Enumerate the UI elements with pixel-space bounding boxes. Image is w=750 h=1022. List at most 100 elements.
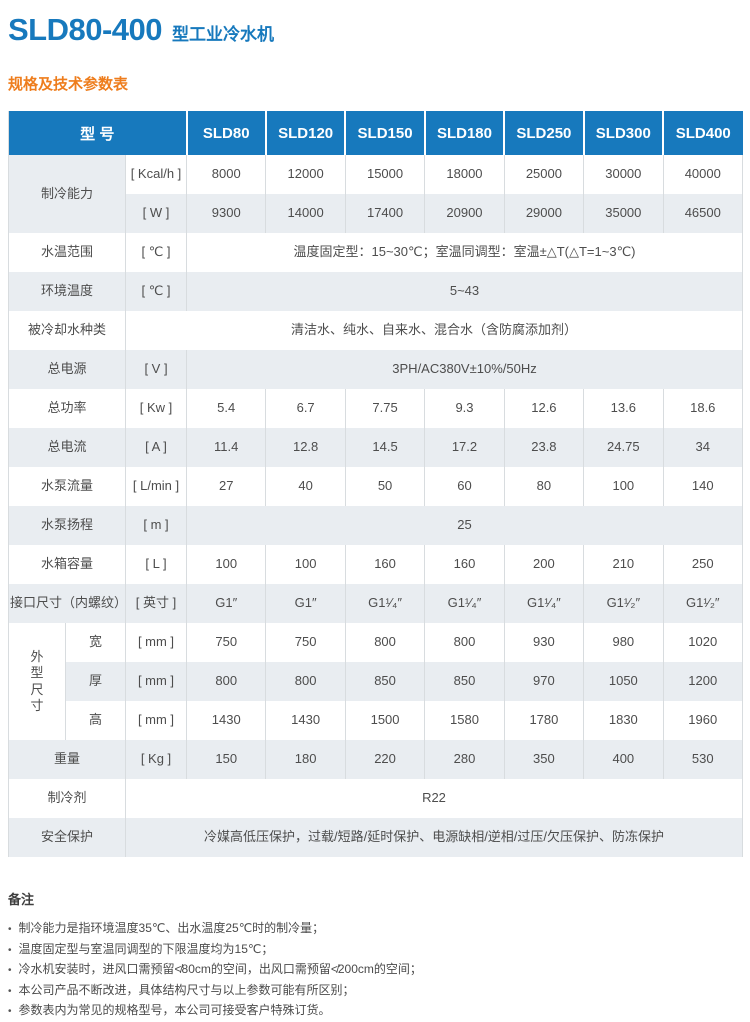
- value-cell: 800: [186, 662, 267, 701]
- value-cell: 60: [424, 467, 505, 506]
- product-type-title: 型工业冷水机: [172, 25, 275, 44]
- value-cell: 530: [663, 740, 744, 779]
- unit-cell: [ m ]: [125, 506, 187, 545]
- value-cell: 冷媒高低压保护，过载/短路/延时保护、电源缺相/逆相/过压/欠压保护、防冻保护: [125, 818, 743, 857]
- header-model: SLD250: [504, 111, 585, 155]
- header-model-label: 型 号: [8, 111, 188, 155]
- value-cell: 800: [345, 623, 426, 662]
- value-cell: 100: [186, 545, 267, 584]
- row-label: 总功率: [8, 389, 126, 428]
- value-cell: 1430: [265, 701, 346, 740]
- unit-cell: [ Kg ]: [125, 740, 187, 779]
- row-label: 制冷能力: [8, 155, 126, 233]
- value-cell: 3PH/AC380V±10%/50Hz: [186, 350, 743, 389]
- header-model: SLD150: [345, 111, 426, 155]
- bullet-icon: •: [8, 965, 12, 976]
- value-cell: 清洁水、纯水、自来水、混合水（含防腐添加剂）: [125, 311, 743, 350]
- value-cell: 7.75: [345, 389, 426, 428]
- row-total-current: 总电流 [ A ] 11.4 12.8 14.5 17.2 23.8 24.75…: [8, 428, 744, 467]
- value-cell: 160: [345, 545, 426, 584]
- unit-cell: [ A ]: [125, 428, 187, 467]
- row-label: 水温范围: [8, 233, 126, 272]
- notes-list: • 制冷能力是指环境温度35℃、出水温度25℃时的制冷量； • 温度固定型与室温同调…: [8, 919, 742, 1022]
- value-cell: 25000: [504, 155, 585, 194]
- row-dimension-height: 高 [ mm ] 1430 1430 1500 1580 1780 1830 1…: [9, 701, 744, 740]
- value-cell: 40: [265, 467, 346, 506]
- header-model: SLD180: [424, 111, 506, 155]
- row-connector-size: 接口尺寸（内螺纹） [ 英寸 ] G1″ G1″ G1¹⁄₄″ G1¹⁄₄″ G…: [8, 584, 744, 623]
- value-cell: 50: [345, 467, 426, 506]
- value-cell: G1¹⁄₂″: [663, 584, 744, 623]
- note-text: 冷水机安装时，进风口需预留≮80cm的空间，出风口需预留≮200cm的空间；: [18, 962, 422, 976]
- note-text: 制冷能力是指环境温度35℃、出水温度25℃时的制冷量；: [18, 921, 325, 935]
- value-cell: 12.6: [504, 389, 585, 428]
- value-cell: 温度固定型：15~30℃；室温同调型：室温±△T(△T=1~3℃): [186, 233, 743, 272]
- value-cell: 1780: [504, 701, 585, 740]
- bullet-icon: •: [8, 1006, 12, 1017]
- bullet-icon: •: [8, 944, 12, 956]
- value-cell: 800: [265, 662, 346, 701]
- value-cell: 25: [186, 506, 743, 545]
- unit-cell: [ mm ]: [125, 623, 187, 662]
- value-cell: 140: [663, 467, 744, 506]
- header-row: 型 号 SLD80 SLD120 SLD150 SLD180 SLD250 SL…: [8, 111, 743, 155]
- value-cell: 210: [583, 545, 664, 584]
- value-cell: 350: [504, 740, 585, 779]
- value-cell: 750: [265, 623, 346, 662]
- unit-cell: [ Kw ]: [125, 389, 187, 428]
- value-cell: G1¹⁄₄″: [424, 584, 505, 623]
- value-cell: 9.3: [424, 389, 505, 428]
- row-label: 高: [65, 701, 126, 740]
- header-model: SLD300: [583, 111, 665, 155]
- row-cooling-capacity-kcal: 制冷能力 [ Kcal/h ] 8000 12000 15000 18000 2…: [8, 155, 744, 233]
- value-cell: 1580: [424, 701, 505, 740]
- bullet-icon: •: [8, 924, 12, 935]
- header-model: SLD80: [186, 111, 267, 155]
- row-ambient-temp: 环境温度 [ ℃ ] 5~43: [8, 272, 743, 311]
- value-cell: 6.7: [265, 389, 346, 428]
- value-cell: 27: [186, 467, 267, 506]
- value-cell: 15000: [345, 155, 426, 194]
- note-text: 温度固定型与室温同调型的下限温度均为15℃；: [18, 941, 274, 956]
- value-cell: 980: [583, 623, 664, 662]
- value-cell: 850: [345, 662, 426, 701]
- value-cell: 5~43: [186, 272, 743, 311]
- value-cell: 12.8: [265, 428, 346, 467]
- row-safety-protection: 安全保护 冷媒高低压保护，过载/短路/延时保护、电源缺相/逆相/过压/欠压保护、…: [8, 818, 743, 857]
- row-label: 水泵扬程: [8, 506, 126, 545]
- row-label: 水泵流量: [8, 467, 126, 506]
- value-cell: 29000: [504, 194, 585, 233]
- value-cell: G1¹⁄₄″: [345, 584, 426, 623]
- note-item: • 参数表内为常见的规格型号，本公司可接受客户特殊订货。: [8, 1001, 742, 1022]
- header-model: SLD400: [663, 111, 743, 155]
- value-cell: 1500: [345, 701, 426, 740]
- value-cell: 9300: [186, 194, 267, 233]
- row-refrigerant: 制冷剂 R22: [8, 779, 743, 818]
- note-text: 本公司产品不断改进，具体结构尺寸与以上参数可能有所区别；: [18, 982, 355, 997]
- row-label: 制冷剂: [8, 779, 126, 818]
- value-cell: 24.75: [583, 428, 664, 467]
- value-cell: 8000: [186, 155, 267, 194]
- value-cell: 1830: [583, 701, 664, 740]
- unit-cell: [ 英寸 ]: [125, 584, 187, 623]
- row-pump-head: 水泵扬程 [ m ] 25: [8, 506, 743, 545]
- unit-cell: [ mm ]: [125, 701, 187, 740]
- value-cell: 23.8: [504, 428, 585, 467]
- unit-cell: [ L ]: [125, 545, 187, 584]
- value-cell: 800: [424, 623, 505, 662]
- value-cell: R22: [125, 779, 743, 818]
- dimensions-group-label: 外 型 尺 寸: [8, 623, 66, 740]
- row-pump-flow: 水泵流量 [ L/min ] 27 40 50 60 80 100 140: [8, 467, 744, 506]
- bullet-icon: •: [8, 985, 12, 997]
- value-cell: 11.4: [186, 428, 267, 467]
- row-tank-capacity: 水箱容量 [ L ] 100 100 160 160 200 210 250: [8, 545, 744, 584]
- value-cell: 280: [424, 740, 505, 779]
- value-cell: 40000: [663, 155, 744, 194]
- value-cell: 80: [504, 467, 585, 506]
- value-cell: 34: [663, 428, 744, 467]
- value-cell: 850: [424, 662, 505, 701]
- value-cell: G1¹⁄₄″: [504, 584, 585, 623]
- value-cell: G1¹⁄₂″: [583, 584, 664, 623]
- value-cell: G1″: [265, 584, 346, 623]
- value-cell: 100: [583, 467, 664, 506]
